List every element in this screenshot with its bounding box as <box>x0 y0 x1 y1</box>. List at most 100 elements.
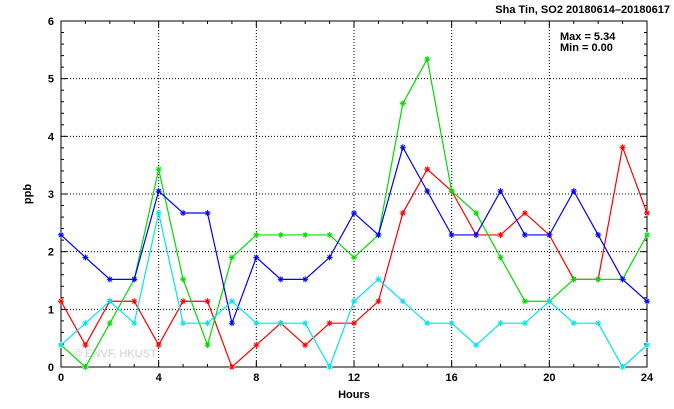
data-point <box>58 342 64 349</box>
data-point <box>106 298 113 305</box>
data-point <box>546 298 553 305</box>
data-point <box>644 210 650 217</box>
series-4 <box>58 210 650 370</box>
data-point <box>644 342 650 349</box>
y-tick-label: 3 <box>48 189 54 201</box>
series-group <box>58 56 650 370</box>
data-point <box>448 320 455 327</box>
data-point <box>180 320 187 327</box>
y-tick-label: 4 <box>48 131 55 143</box>
data-point <box>58 231 64 238</box>
data-point <box>302 231 309 238</box>
data-point <box>644 231 650 238</box>
data-point <box>180 298 187 305</box>
data-point <box>497 320 504 327</box>
data-point <box>570 320 577 327</box>
min-label: Min = 0.00 <box>560 42 613 54</box>
y-tick-label: 2 <box>48 247 54 259</box>
data-point <box>424 320 431 327</box>
data-point <box>375 276 382 283</box>
data-point <box>619 144 626 151</box>
data-point <box>204 298 211 305</box>
data-point <box>399 298 406 305</box>
data-point <box>595 320 602 327</box>
data-point <box>326 364 333 370</box>
data-point <box>277 276 284 283</box>
data-point <box>302 342 309 349</box>
data-point <box>497 231 504 238</box>
data-point <box>595 231 602 238</box>
data-point <box>131 320 138 327</box>
data-point <box>424 166 431 173</box>
data-point <box>351 298 357 305</box>
series-line <box>60 145 648 326</box>
data-point <box>399 210 406 217</box>
data-point <box>82 254 89 261</box>
data-point <box>399 144 406 151</box>
x-tick-label: 0 <box>58 372 64 384</box>
data-point <box>58 298 64 305</box>
data-point <box>82 364 89 370</box>
data-point <box>228 298 235 305</box>
data-point <box>595 276 602 283</box>
data-point <box>448 231 455 238</box>
data-point <box>619 276 626 283</box>
data-point <box>228 320 235 327</box>
x-tick-label: 4 <box>156 372 163 384</box>
data-point <box>155 342 162 349</box>
grid <box>61 21 647 367</box>
data-point <box>253 231 260 238</box>
y-tick-label: 6 <box>48 16 54 28</box>
data-point <box>399 100 406 107</box>
data-point <box>155 166 162 173</box>
data-point <box>106 320 113 327</box>
data-point <box>204 210 211 217</box>
data-point <box>473 231 480 238</box>
data-point <box>326 320 333 327</box>
data-point <box>521 231 528 238</box>
data-point <box>277 320 284 327</box>
data-point <box>180 276 187 283</box>
data-point <box>521 320 528 327</box>
data-point <box>570 276 577 283</box>
x-tick-label: 24 <box>641 372 654 384</box>
data-point <box>375 298 382 305</box>
x-tick-label: 20 <box>543 372 555 384</box>
series-line <box>60 212 648 369</box>
data-point <box>570 188 577 195</box>
max-label: Max = 5.34 <box>560 31 616 43</box>
data-point <box>351 320 357 327</box>
data-point <box>521 210 528 217</box>
data-point <box>204 320 211 327</box>
data-point <box>204 342 211 349</box>
data-point <box>277 231 284 238</box>
data-point <box>424 188 431 195</box>
data-point <box>326 254 333 261</box>
data-point <box>131 298 138 305</box>
data-point <box>546 231 553 238</box>
data-point <box>619 364 626 370</box>
x-tick-label: 8 <box>253 372 259 384</box>
chart-title: Sha Tin, SO2 20180614–20180617 <box>495 4 670 16</box>
data-point <box>473 210 480 217</box>
watermark: © ENVF, HKUST <box>74 348 157 360</box>
data-point <box>228 254 235 261</box>
data-point <box>253 254 260 261</box>
data-point <box>473 342 480 349</box>
data-point <box>497 188 504 195</box>
data-point <box>644 298 650 305</box>
data-point <box>351 254 357 261</box>
series-3 <box>58 144 650 327</box>
data-point <box>253 342 260 349</box>
data-point <box>424 56 431 63</box>
x-tick-label: 12 <box>348 372 360 384</box>
data-point <box>375 231 382 238</box>
data-point <box>302 320 309 327</box>
data-point <box>326 231 333 238</box>
y-tick-label: 1 <box>48 304 54 316</box>
y-tick-label: 0 <box>48 362 54 374</box>
data-point <box>228 364 235 370</box>
x-tick-label: 16 <box>446 372 458 384</box>
